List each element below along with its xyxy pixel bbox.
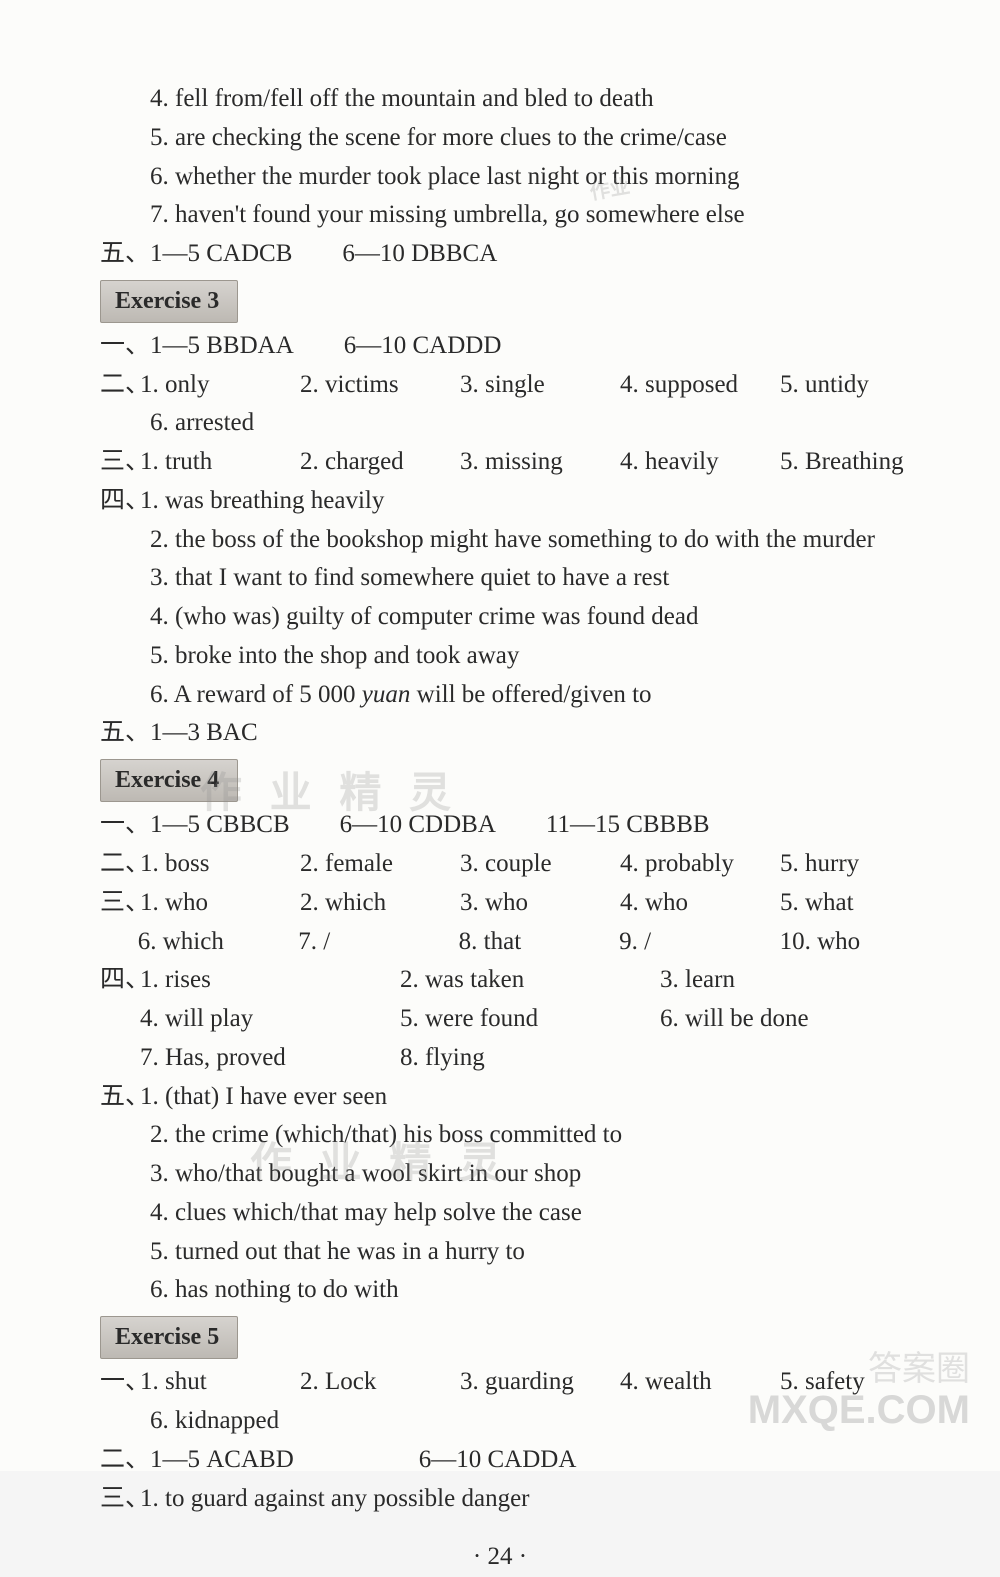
answer-line: 4. (who was) guilty of computer crime wa… (60, 598, 940, 637)
answer-cell (660, 1039, 920, 1078)
answer-line: 3. who/that bought a wool skirt in our s… (60, 1155, 940, 1194)
answer-cell: 1. who (140, 884, 300, 923)
label: 四、 (100, 482, 140, 521)
answer-cell: 1. boss (140, 845, 300, 884)
answer-cell: 5. untidy (780, 366, 940, 405)
answer-cell: 5. hurry (780, 845, 940, 884)
ex4-section-3-row1: 三、 1. who 2. which 3. who 4. who 5. what (60, 884, 940, 923)
answer-line: 7. haven't found your missing umbrella, … (60, 196, 940, 235)
answer-cell: 5. were found (400, 1000, 660, 1039)
ex3-section-5: 五、1—3 BAC (60, 714, 940, 753)
answer-cell: 2. was taken (400, 961, 660, 1000)
ex3-section-2-row1: 二、 1. only 2. victims 3. single 4. suppo… (60, 366, 940, 405)
answer-text: 1. to guard against any possible danger (140, 1485, 530, 1512)
label: 五、 (100, 1078, 140, 1117)
answer-line: 2. the crime (which/that) his boss commi… (60, 1116, 940, 1155)
answer-line: 5. turned out that he was in a hurry to (60, 1233, 940, 1272)
answer-cell: 1. rises (140, 961, 400, 1000)
spacer (100, 1000, 140, 1039)
ex4-section-4-row3: 7. Has, proved 8. flying (60, 1039, 940, 1078)
answer-line: 5. broke into the shop and took away (60, 637, 940, 676)
section-five: 五、1—5 CADCB 6—10 DBBCA (60, 235, 940, 274)
ex4-section-4-row2: 4. will play 5. were found 6. will be do… (60, 1000, 940, 1039)
answer-cell: 9. / (619, 923, 779, 962)
ex3-section-2-row2: 6. arrested (60, 404, 940, 443)
answer-cell: 3. who (460, 884, 620, 923)
answer-cell: 5. Breathing (780, 443, 940, 482)
answer-cell: 4. heavily (620, 443, 780, 482)
answer-cell: 3. missing (460, 443, 620, 482)
answer-line: 4. clues which/that may help solve the c… (60, 1194, 940, 1233)
answer-cell: 5. what (780, 884, 940, 923)
answer-cell: 7. Has, proved (140, 1039, 400, 1078)
answer-cell: 4. will play (140, 1000, 400, 1039)
answer-cell: 3. single (460, 366, 620, 405)
ex4-section-4-row1: 四、 1. rises 2. was taken 3. learn (60, 961, 940, 1000)
answer-cell: 10. who (780, 923, 940, 962)
answer-cell: 2. victims (300, 366, 460, 405)
label: 二、 (100, 845, 140, 884)
answer-cell: 3. guarding (460, 1363, 620, 1402)
answer-line: 5. are checking the scene for more clues… (60, 119, 940, 158)
ex3-section-4-l1: 四、1. was breathing heavily (60, 482, 940, 521)
answer-line: 4. fell from/fell off the mountain and b… (60, 80, 940, 119)
answer-cell: 7. / (298, 923, 458, 962)
answer-cell: 4. wealth (620, 1363, 780, 1402)
answer-cell: 3. couple (460, 845, 620, 884)
label: 三、 (100, 443, 140, 482)
ex5-section-2: 二、1—5 ACABD 6—10 CADDA (60, 1441, 940, 1480)
answer-cell: 1. truth (140, 443, 300, 482)
answer-cell: 1. only (140, 366, 300, 405)
answer-line: 3. that I want to find somewhere quiet t… (60, 559, 940, 598)
answer-text: 1. (that) I have ever seen (140, 1083, 387, 1110)
ex4-section-1: 一、1—5 CBBCB 6—10 CDDBA 11—15 CBBBB (60, 806, 940, 845)
spacer (100, 1039, 140, 1078)
answer-cell: 2. female (300, 845, 460, 884)
answer-line: 6. has nothing to do with (60, 1271, 940, 1310)
label: 一、 (100, 1363, 140, 1402)
ex5-section-3-l1: 三、1. to guard against any possible dange… (60, 1480, 940, 1519)
ex4-section-3-row2: 6. which 7. / 8. that 9. / 10. who (60, 923, 940, 962)
spacer (100, 923, 138, 962)
answer-cell: 4. probably (620, 845, 780, 884)
answer-cell: 6. will be done (660, 1000, 920, 1039)
text-part: will be offered/given to (410, 681, 651, 708)
ex5-section-1-row2: 6. kidnapped (60, 1402, 940, 1441)
ex3-section-1: 一、1—5 BBDAA 6—10 CADDD (60, 327, 940, 366)
exercise-3-header: Exercise 3 (100, 280, 238, 323)
ex5-section-1-row1: 一、 1. shut 2. Lock 3. guarding 4. wealth… (60, 1363, 940, 1402)
answer-key-page: 4. fell from/fell off the mountain and b… (0, 0, 1000, 1471)
italic-text: yuan (362, 681, 411, 708)
label: 三、 (100, 1480, 140, 1519)
answer-cell: 2. which (300, 884, 460, 923)
label: 四、 (100, 961, 140, 1000)
answer-cell: 6. which (138, 923, 298, 962)
ex3-section-3: 三、 1. truth 2. charged 3. missing 4. hea… (60, 443, 940, 482)
ex4-section-2: 二、 1. boss 2. female 3. couple 4. probab… (60, 845, 940, 884)
label: 三、 (100, 884, 140, 923)
watermark-badge: 答案圈 (868, 1343, 970, 1396)
label: 二、 (100, 366, 140, 405)
exercise-5-header: Exercise 5 (100, 1316, 238, 1359)
answer-line: 6. whether the murder took place last ni… (60, 158, 940, 197)
answer-cell: 1. shut (140, 1363, 300, 1402)
answer-text: 1. was breathing heavily (140, 487, 384, 514)
answer-cell: 4. supposed (620, 366, 780, 405)
answer-cell: 4. who (620, 884, 780, 923)
text-part: 6. A reward of 5 000 (150, 681, 362, 708)
page-number: · 24 · (60, 1538, 940, 1577)
answer-cell: 8. that (459, 923, 619, 962)
answer-cell: 3. learn (660, 961, 920, 1000)
answer-cell: 2. charged (300, 443, 460, 482)
answer-line: 6. A reward of 5 000 yuan will be offere… (60, 676, 940, 715)
exercise-4-header: Exercise 4 (100, 759, 238, 802)
answer-cell: 8. flying (400, 1039, 660, 1078)
answer-cell: 2. Lock (300, 1363, 460, 1402)
answer-line: 2. the boss of the bookshop might have s… (60, 521, 940, 560)
ex4-section-5-l1: 五、1. (that) I have ever seen (60, 1078, 940, 1117)
